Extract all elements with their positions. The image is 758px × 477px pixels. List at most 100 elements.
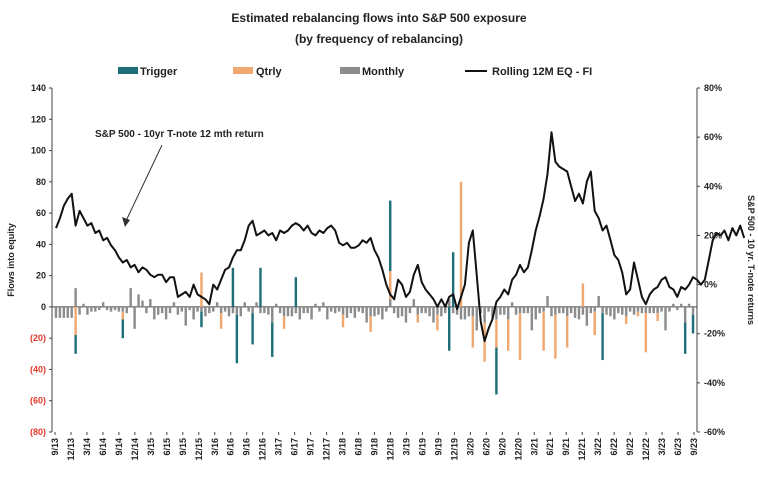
bar-monthly	[522, 306, 526, 314]
bar-monthly	[589, 306, 593, 314]
bar-monthly	[664, 306, 667, 331]
bar-qtrly	[282, 316, 286, 329]
x-tick-label: 6/21	[545, 438, 555, 456]
bar-monthly	[518, 306, 522, 314]
x-tick-label: 9/13	[50, 438, 60, 456]
y-right-tick-label: -20%	[704, 329, 725, 339]
bar-monthly	[597, 295, 600, 307]
bar-monthly	[573, 306, 577, 318]
bar-monthly	[412, 299, 416, 307]
bar-monthly	[286, 306, 290, 317]
bar-qtrly	[495, 319, 498, 348]
bar-monthly	[259, 306, 262, 314]
y-left-tick-label: 120	[31, 114, 46, 124]
bar-monthly	[58, 306, 62, 318]
bar-monthly	[160, 306, 164, 314]
x-tick-label: 9/17	[306, 438, 316, 456]
bar-monthly	[271, 306, 274, 323]
y-right-tick-label: 60%	[704, 132, 722, 142]
chart-title: Estimated rebalancing flows into S&P 500…	[231, 11, 527, 25]
bar-monthly	[223, 306, 227, 312]
y-right-tick-label: 0%	[704, 280, 717, 290]
bar-monthly	[349, 306, 353, 314]
bar-qtrly	[554, 314, 557, 359]
bar-monthly	[687, 303, 691, 307]
y-right-tick-label: 40%	[704, 181, 722, 191]
bar-monthly	[475, 306, 478, 331]
y-left-tick-label: 40	[36, 239, 46, 249]
bar-qtrly	[200, 272, 203, 307]
bar-qtrly	[636, 311, 640, 317]
bar-qtrly	[436, 314, 439, 331]
bar-monthly	[683, 306, 687, 323]
x-tick-label: 9/23	[689, 438, 699, 456]
bar-monthly	[420, 306, 423, 314]
bar-monthly	[247, 306, 250, 312]
bar-monthly	[263, 306, 266, 314]
bar-monthly	[90, 306, 93, 312]
legend-label-monthly: Monthly	[362, 66, 405, 78]
bar-monthly	[459, 306, 463, 320]
bar-monthly	[204, 306, 207, 317]
bar-monthly	[381, 306, 384, 320]
bar-qtrly	[471, 316, 475, 348]
y-right-tick-label: -40%	[704, 378, 725, 388]
bar-monthly	[208, 306, 211, 314]
legend-label-trigger: Trigger	[140, 66, 178, 78]
bar-monthly	[78, 306, 81, 315]
bar-monthly	[581, 306, 585, 315]
x-tick-label: 12/22	[641, 438, 651, 461]
x-tick-label: 12/19	[449, 438, 459, 461]
y-right-tick-label: 80%	[704, 83, 722, 93]
bar-trigger	[121, 319, 125, 339]
y-right-tick-label: -60%	[704, 427, 725, 437]
bar-monthly	[200, 306, 203, 312]
bar-monthly	[314, 303, 317, 307]
bar-qtrly	[121, 311, 125, 320]
bar-monthly	[267, 306, 270, 315]
x-tick-label: 6/16	[226, 438, 236, 456]
x-tick-label: 6/14	[98, 438, 108, 456]
bar-trigger	[495, 347, 498, 395]
bar-monthly	[302, 306, 305, 314]
bar-monthly	[546, 295, 549, 307]
bar-qtrly	[644, 313, 648, 353]
bar-monthly	[345, 306, 349, 318]
bar-qtrly	[565, 316, 569, 348]
bar-monthly	[109, 306, 113, 312]
bar-monthly	[542, 306, 545, 312]
bar-qtrly	[389, 270, 392, 300]
legend-swatch-trigger	[118, 67, 138, 74]
bar-monthly	[487, 306, 490, 312]
x-tick-label: 6/20	[481, 438, 491, 456]
bar-monthly	[94, 306, 97, 312]
bar-monthly	[613, 306, 616, 320]
bar-trigger	[447, 306, 451, 351]
bar-monthly	[510, 302, 514, 307]
legend: Trigger Qtrly Monthly Rolling 12M EQ - F…	[118, 66, 592, 78]
bar-monthly	[652, 306, 655, 314]
bar-monthly	[318, 306, 321, 312]
y-left-tick-label: 0	[41, 302, 46, 312]
y-right-tick-label: 20%	[704, 230, 722, 240]
bar-qtrly	[74, 306, 77, 336]
bar-monthly	[188, 306, 191, 311]
x-tick-label: 3/23	[657, 438, 667, 456]
x-tick-label: 6/23	[673, 438, 683, 456]
bar-monthly	[447, 299, 451, 307]
bar-monthly	[361, 306, 364, 314]
x-tick-label: 3/20	[465, 438, 475, 456]
bar-monthly	[585, 306, 589, 326]
bar-monthly	[562, 306, 565, 314]
bar-monthly	[310, 306, 313, 320]
bar-monthly	[192, 306, 195, 320]
bar-monthly	[298, 306, 302, 320]
bar-monthly	[231, 306, 235, 314]
x-tick-label: 3/21	[529, 438, 539, 456]
bar-monthly	[593, 306, 596, 312]
x-tick-label: 6/17	[290, 438, 300, 456]
bar-trigger	[271, 322, 274, 357]
bar-monthly	[125, 306, 128, 314]
bar-monthly	[168, 306, 172, 314]
bar-monthly	[353, 306, 357, 318]
